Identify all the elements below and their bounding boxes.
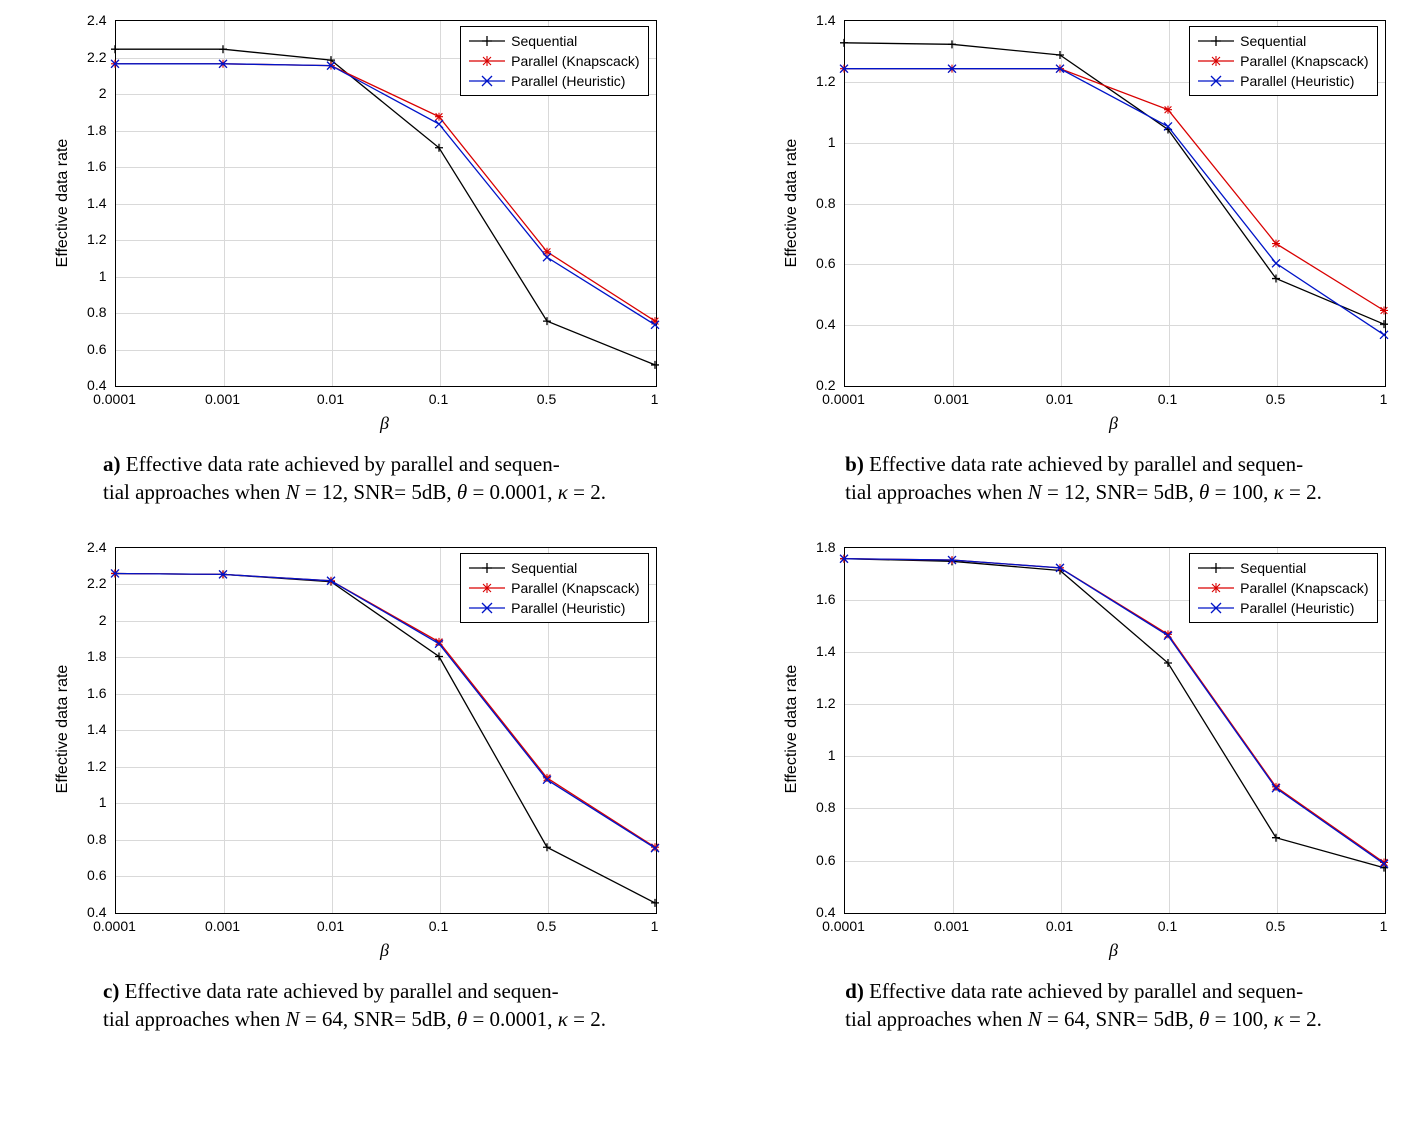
caption-c-bold: c) — [103, 979, 119, 1003]
legend-entry-sequential: Sequential — [1198, 558, 1368, 578]
legend-label-heuristic: Parallel (Heuristic) — [1240, 600, 1354, 616]
panel-b: 0.20.40.60.811.21.40.00010.0010.010.10.5… — [739, 10, 1418, 507]
legend-swatch-knapsack — [1198, 581, 1234, 595]
legend-entry-heuristic: Parallel (Heuristic) — [469, 71, 639, 91]
legend-entry-knapsack: Parallel (Knapscack) — [1198, 578, 1368, 598]
caption-b: b) Effective data rate achieved by paral… — [841, 450, 1326, 507]
legend-entry-heuristic: Parallel (Heuristic) — [469, 598, 639, 618]
legend-swatch-sequential — [469, 34, 505, 48]
caption-b-text: Effective data rate achieved by parallel… — [845, 452, 1322, 504]
panel-d: 0.40.60.811.21.41.61.80.00010.0010.010.1… — [739, 537, 1418, 1034]
legend-entry-heuristic: Parallel (Heuristic) — [1198, 71, 1368, 91]
series-line-heuristic — [844, 69, 1384, 335]
legend-label-sequential: Sequential — [1240, 560, 1306, 576]
legend-entry-knapsack: Parallel (Knapscack) — [469, 51, 639, 71]
legend-swatch-sequential — [1198, 34, 1234, 48]
legend-swatch-heuristic — [469, 74, 505, 88]
legend-a: Sequential Parallel (Knapscack) Parallel (… — [460, 26, 648, 96]
caption-a-text: Effective data rate achieved by parallel… — [103, 452, 606, 504]
legend-label-heuristic: Parallel (Heuristic) — [1240, 73, 1354, 89]
panel-a: 0.40.60.811.21.41.61.822.22.40.00010.001… — [10, 10, 699, 507]
legend-swatch-heuristic — [1198, 74, 1234, 88]
series-line-knapsack — [115, 64, 655, 321]
caption-a: a) Effective data rate achieved by paral… — [99, 450, 610, 507]
caption-c-text: Effective data rate achieved by parallel… — [103, 979, 606, 1031]
legend-swatch-knapsack — [469, 54, 505, 68]
caption-d-text: Effective data rate achieved by parallel… — [845, 979, 1322, 1031]
legend-label-sequential: Sequential — [1240, 33, 1306, 49]
legend-entry-sequential: Sequential — [469, 558, 639, 578]
legend-swatch-knapsack — [469, 581, 505, 595]
caption-b-bold: b) — [845, 452, 864, 476]
caption-d: d) Effective data rate achieved by paral… — [841, 977, 1326, 1034]
legend-entry-knapsack: Parallel (Knapscack) — [1198, 51, 1368, 71]
chart-c: 0.40.60.811.21.41.61.822.22.40.00010.001… — [45, 537, 665, 967]
legend-label-sequential: Sequential — [511, 33, 577, 49]
series-line-heuristic — [115, 64, 655, 325]
legend-d: Sequential Parallel (Knapscack) Parallel (… — [1189, 553, 1377, 623]
legend-entry-sequential: Sequential — [469, 31, 639, 51]
legend-label-knapsack: Parallel (Knapscack) — [511, 580, 639, 596]
legend-swatch-heuristic — [1198, 601, 1234, 615]
caption-c: c) Effective data rate achieved by paral… — [99, 977, 610, 1034]
legend-label-heuristic: Parallel (Heuristic) — [511, 73, 625, 89]
chart-b: 0.20.40.60.811.21.40.00010.0010.010.10.5… — [774, 10, 1394, 440]
figure-grid: 0.40.60.811.21.41.61.822.22.40.00010.001… — [10, 10, 1418, 1033]
caption-a-bold: a) — [103, 452, 121, 476]
legend-entry-heuristic: Parallel (Heuristic) — [1198, 598, 1368, 618]
series-line-knapsack — [844, 69, 1384, 311]
caption-d-bold: d) — [845, 979, 864, 1003]
legend-label-knapsack: Parallel (Knapscack) — [511, 53, 639, 69]
legend-label-sequential: Sequential — [511, 560, 577, 576]
series-line-sequential — [115, 49, 655, 365]
legend-swatch-sequential — [1198, 561, 1234, 575]
legend-entry-knapsack: Parallel (Knapscack) — [469, 578, 639, 598]
panel-c: 0.40.60.811.21.41.61.822.22.40.00010.001… — [10, 537, 699, 1034]
legend-b: Sequential Parallel (Knapscack) Parallel (… — [1189, 26, 1377, 96]
legend-label-knapsack: Parallel (Knapscack) — [1240, 580, 1368, 596]
legend-label-knapsack: Parallel (Knapscack) — [1240, 53, 1368, 69]
legend-label-heuristic: Parallel (Heuristic) — [511, 600, 625, 616]
legend-swatch-sequential — [469, 561, 505, 575]
chart-d: 0.40.60.811.21.41.61.80.00010.0010.010.1… — [774, 537, 1394, 967]
legend-swatch-knapsack — [1198, 54, 1234, 68]
legend-c: Sequential Parallel (Knapscack) Parallel (… — [460, 553, 648, 623]
chart-a: 0.40.60.811.21.41.61.822.22.40.00010.001… — [45, 10, 665, 440]
legend-swatch-heuristic — [469, 601, 505, 615]
legend-entry-sequential: Sequential — [1198, 31, 1368, 51]
